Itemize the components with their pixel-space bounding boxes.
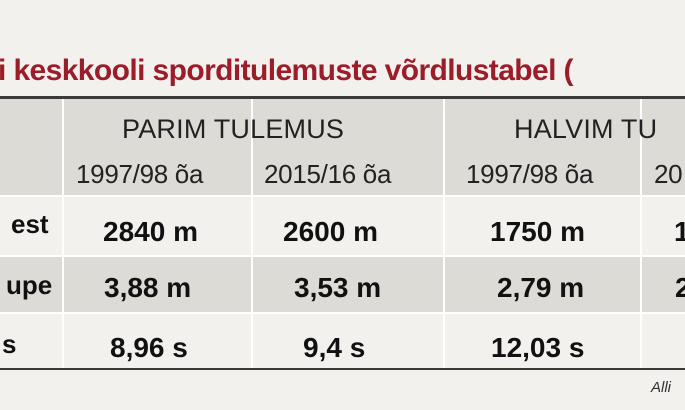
table-cell: 9,4 s [303,332,366,363]
bottom-rule [0,368,685,370]
group-header-worst: HALVIM TU [514,114,658,144]
row-label: est [11,209,49,239]
top-rule [0,96,685,99]
table-cell: 2840 m [103,216,198,247]
header-band [0,99,685,195]
row-label: s [2,329,17,359]
subheader-2015-best: 2015/16 õa [264,159,392,189]
column-divider [62,99,64,368]
table-cell: 3,88 m [104,272,192,303]
subheader-2015-worst: 20 [654,159,683,189]
group-header-best: PARIM TULEMUS [122,114,345,144]
comparison-table: PARIM TULEMUS HALVIM TU 1997/98 õa 2015/… [0,99,685,369]
table-cell: 1750 m [490,216,585,247]
row-divider [0,195,685,197]
table-cell: 3,53 m [294,272,382,303]
table-cell: 12,03 s [491,332,585,363]
source-credit: Alli [651,379,672,396]
table-title: i keskkooli sporditulemuste võrdlustabel… [0,51,685,95]
row-label: upe [6,270,53,300]
table-title-text: i keskkooli sporditulemuste võrdlustabel… [0,54,574,87]
subheader-1997-best: 1997/98 õa [76,159,204,189]
column-divider [640,99,642,368]
table-cell: 1 [674,216,685,247]
subheader-1997-worst: 1997/98 õa [466,159,594,189]
column-divider [443,99,445,368]
row-divider [0,312,685,314]
row-band [0,257,685,312]
table-cell: 2600 m [283,216,378,247]
table-cell: 8,96 s [110,332,188,363]
table-cell: 2 [675,272,685,303]
table-cell: 2,79 m [497,272,585,303]
column-divider [251,99,253,368]
row-divider [0,255,685,257]
